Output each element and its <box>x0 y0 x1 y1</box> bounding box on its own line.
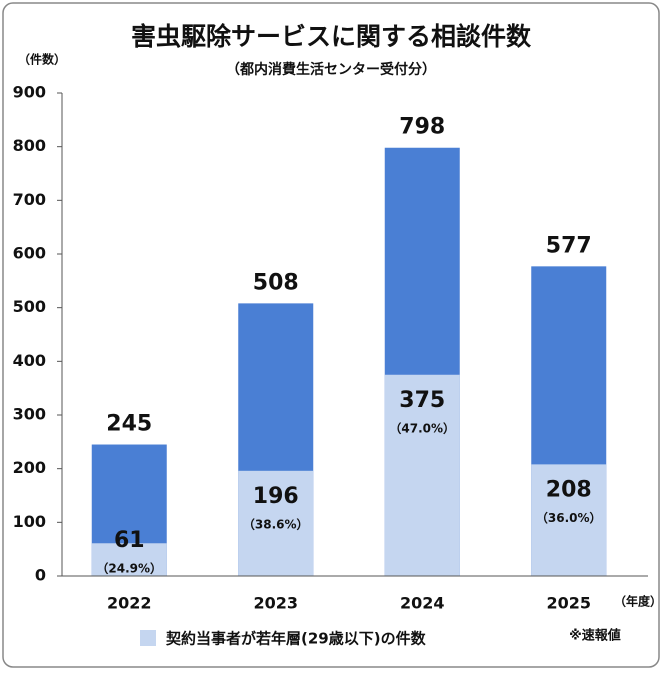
y-tick-label: 600 <box>13 244 46 263</box>
share-label: （47.0%） <box>389 420 455 435</box>
subset-value-label: 208 <box>546 477 592 502</box>
subset-value-label: 375 <box>399 388 445 413</box>
chart-subtitle: （都内消費生活センター受付分） <box>226 61 436 78</box>
y-tick-label: 300 <box>13 405 46 424</box>
x-tick-label: 2025 <box>546 594 591 613</box>
y-tick-label: 700 <box>13 190 46 209</box>
chart-title: 害虫駆除サービスに関する相談件数 <box>131 22 532 51</box>
subset-bar <box>384 374 460 576</box>
x-unit: （年度） <box>614 594 662 609</box>
share-label: （38.6%） <box>243 516 309 531</box>
bar-value-label: 798 <box>399 115 445 140</box>
y-tick-label: 0 <box>35 566 46 585</box>
bar-value-label: 245 <box>106 412 152 437</box>
y-unit: （件数） <box>18 52 66 67</box>
legend-label: 契約当事者が若年層(29歳以下)の件数 <box>165 630 427 648</box>
note: ※速報値 <box>569 628 621 644</box>
legend-swatch <box>140 630 156 646</box>
y-tick-label: 500 <box>13 297 46 316</box>
subset-bar <box>91 543 167 576</box>
x-tick-label: 2024 <box>400 594 445 613</box>
y-tick-label: 900 <box>13 83 46 102</box>
y-tick-label: 400 <box>13 351 46 370</box>
y-tick-label: 200 <box>13 458 46 477</box>
subset-bar <box>238 470 314 576</box>
share-label: （36.0%） <box>536 510 602 525</box>
bar-value-label: 508 <box>253 270 299 295</box>
subset-value-label: 61 <box>114 528 145 553</box>
x-tick-label: 2022 <box>107 594 152 613</box>
x-tick-label: 2023 <box>253 594 298 613</box>
subset-bar <box>531 464 607 576</box>
subset-value-label: 196 <box>253 484 299 509</box>
bar-value-label: 577 <box>546 233 592 258</box>
y-tick-label: 800 <box>13 136 46 155</box>
share-label: （24.9%） <box>96 561 162 576</box>
y-tick-label: 100 <box>13 512 46 531</box>
